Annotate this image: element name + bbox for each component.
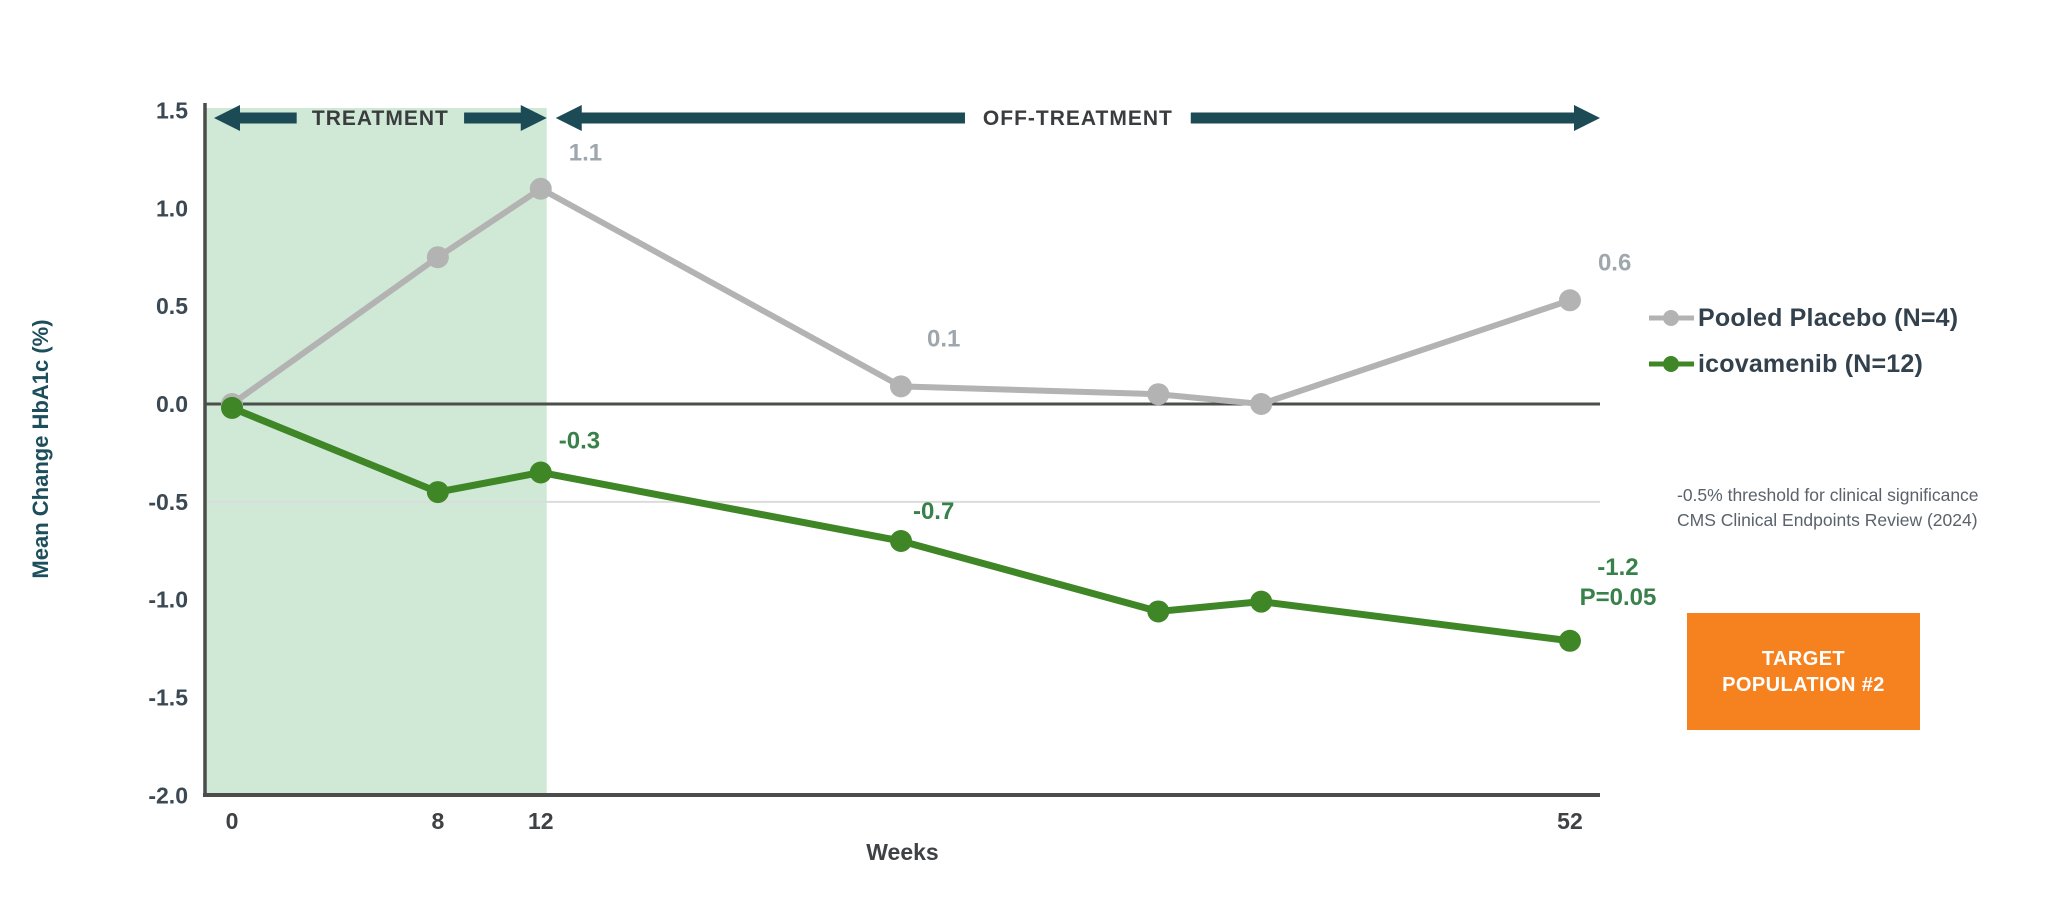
icovamenib-point-w26 — [889, 529, 912, 552]
placebo-legend-marker — [1649, 310, 1694, 326]
icovamenib-series — [221, 396, 1581, 652]
off-treatment-phase-arrow — [555, 105, 1600, 131]
y-tick-label: -2.0 — [148, 782, 188, 808]
treatment-phase-arrow-label: TREATMENT — [312, 107, 449, 130]
target-badge-line2: POPULATION #2 — [1722, 673, 1885, 696]
threshold-note: -0.5% threshold for clinical significanc… — [1677, 483, 1979, 533]
arrowhead-left-icon — [214, 105, 240, 131]
icovamenib-point-w8 — [426, 481, 449, 504]
icovamenib-point-w52 — [1558, 629, 1581, 652]
legend-label-placebo: Pooled Placebo (N=4) — [1698, 303, 1959, 332]
pooled-placebo-point-w36 — [1147, 383, 1170, 406]
arrowhead-left-icon — [555, 105, 582, 131]
legend-label-icovamenib: icovamenib (N=12) — [1698, 349, 1924, 378]
x-tick-label: 12 — [528, 808, 554, 834]
y-tick-label: -1.0 — [148, 587, 188, 613]
threshold-note-line1: -0.5% threshold for clinical significanc… — [1677, 485, 1979, 505]
y-tick-label: 1.0 — [156, 195, 188, 221]
legend-item-icovamenib: icovamenib (N=12) — [1648, 343, 1958, 385]
pooled-placebo-point-label: 0.6 — [1598, 249, 1631, 276]
icovamenib-legend-marker — [1649, 356, 1694, 372]
icovamenib-point-label: -0.7 — [913, 498, 954, 525]
icovamenib-point-w36 — [1147, 600, 1170, 623]
target-badge-line1: TARGET — [1761, 647, 1846, 670]
icovamenib-point-label: -1.2 — [1597, 554, 1638, 581]
icovamenib-point-w40 — [1250, 590, 1273, 613]
icovamenib-point-label: -0.3 — [559, 427, 600, 454]
x-tick-label: 8 — [431, 808, 444, 834]
pooled-placebo-point-label: 0.1 — [927, 325, 960, 352]
x-tick-label: 0 — [226, 808, 239, 834]
pooled-placebo-point-w52 — [1558, 289, 1581, 312]
icovamenib-point-label: P=0.05 — [1580, 584, 1657, 611]
x-tick-label: 52 — [1557, 808, 1583, 834]
y-tick-label: -0.5 — [148, 489, 188, 515]
pooled-placebo-point-label: 1.1 — [569, 140, 602, 167]
y-tick-label: 1.5 — [156, 97, 188, 123]
y-tick-label: -1.5 — [148, 685, 188, 711]
treatment-phase-arrow — [214, 105, 547, 131]
threshold-note-line2: CMS Clinical Endpoints Review (2024) — [1677, 510, 1978, 530]
target-population-badge: TARGET POPULATION #2 — [1687, 613, 1920, 730]
pooled-placebo-point-w26 — [889, 375, 912, 398]
arrowhead-right-icon — [1574, 105, 1600, 131]
pooled-placebo-point-w12 — [529, 177, 552, 200]
icovamenib-point-w0 — [221, 396, 243, 419]
pooled-placebo-point-w8 — [426, 246, 449, 269]
icovamenib-point-w12 — [529, 461, 552, 484]
y-tick-label: 0.5 — [156, 293, 188, 319]
legend-item-placebo: Pooled Placebo (N=4) — [1648, 297, 1958, 339]
treatment-shaded-region — [205, 108, 547, 795]
arrowhead-right-icon — [520, 105, 547, 131]
off-treatment-phase-arrow-label: OFF-TREATMENT — [983, 107, 1173, 130]
y-axis-title: Mean Change HbA1c (%) — [28, 319, 53, 578]
x-axis-title: Weeks — [866, 839, 938, 865]
pooled-placebo-point-w40 — [1250, 393, 1273, 415]
legend: Pooled Placebo (N=4) icovamenib (N=12) — [1648, 297, 1958, 385]
y-tick-label: 0.0 — [156, 391, 188, 417]
